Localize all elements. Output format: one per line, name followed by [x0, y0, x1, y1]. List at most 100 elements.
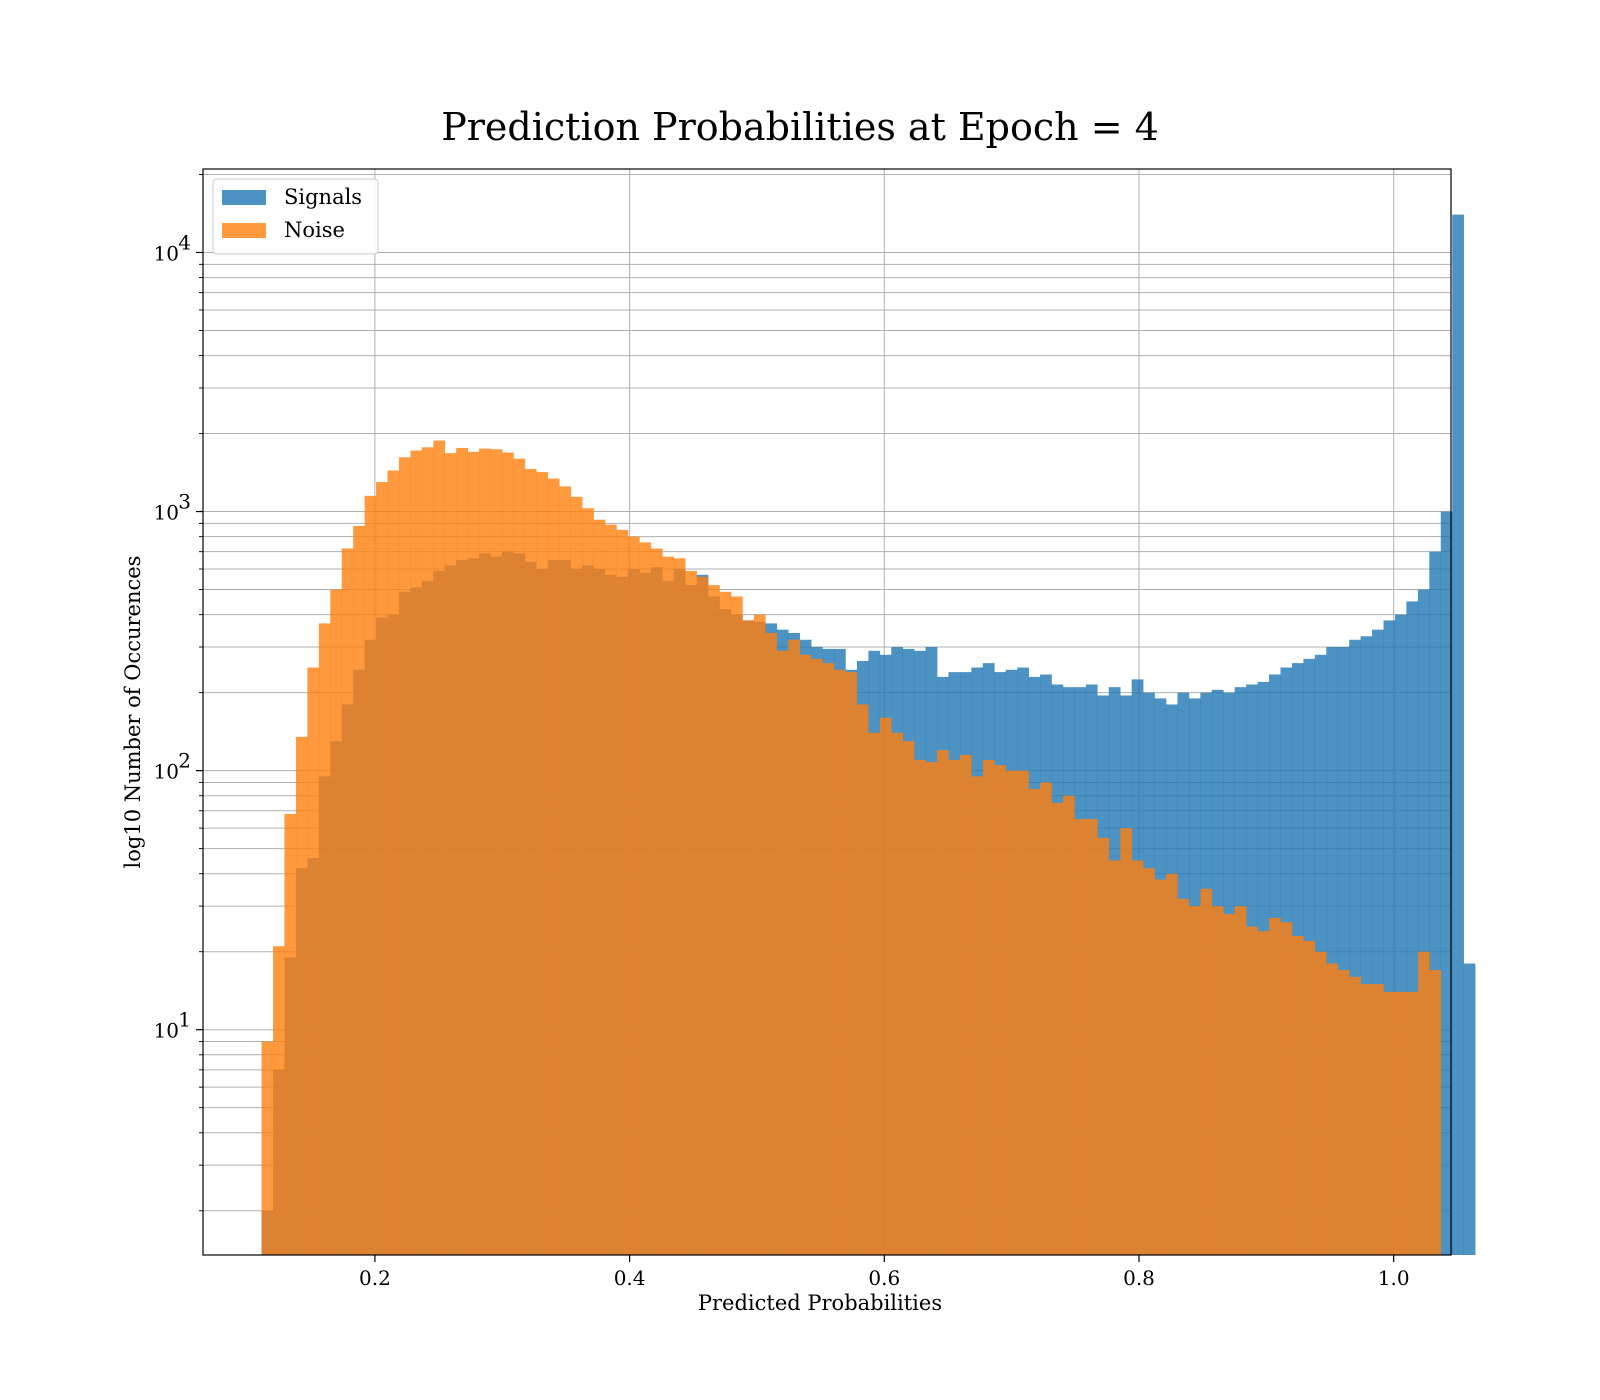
- bar-noise: [937, 750, 949, 1255]
- chart-title: Prediction Probabilities at Epoch = 4: [441, 105, 1159, 149]
- bar-noise: [799, 654, 812, 1255]
- bar-noise: [1017, 770, 1029, 1255]
- bar-noise: [341, 548, 354, 1255]
- bar-noise: [971, 776, 984, 1255]
- bar-noise: [284, 814, 297, 1255]
- bar-noise: [1429, 969, 1442, 1255]
- bar-noise: [1040, 782, 1052, 1255]
- bar-noise: [639, 542, 652, 1255]
- bar-signals: [1452, 214, 1464, 1255]
- bar-signals: [1429, 551, 1442, 1255]
- x-tick-label: 0.8: [1123, 1266, 1155, 1290]
- plot-frame: [202, 168, 1452, 1256]
- bar-signals: [1394, 614, 1407, 1255]
- x-axis-ticks: 0.2 0.4 0.6 0.8 1.0: [359, 1255, 1410, 1290]
- bar-noise: [1108, 860, 1121, 1255]
- bar-noise: [662, 556, 675, 1255]
- y-tick-exponent: 2: [178, 749, 191, 773]
- bar-noise: [1406, 991, 1419, 1255]
- bar-noise: [456, 447, 468, 1256]
- bar-noise: [685, 570, 697, 1255]
- bar-noise: [1372, 984, 1384, 1255]
- bar-noise: [513, 458, 526, 1255]
- bar-noise: [891, 732, 903, 1255]
- x-axis-label: Predicted Probabilities: [698, 1291, 942, 1315]
- bar-noise: [364, 495, 377, 1255]
- bar-noise: [616, 529, 629, 1255]
- y-tick-label: 10: [154, 241, 179, 265]
- x-tick-label: 0.4: [614, 1266, 646, 1290]
- bar-noise: [1337, 969, 1350, 1255]
- bar-noise: [1166, 873, 1178, 1255]
- bar-noise: [708, 585, 720, 1255]
- bar-noise: [536, 472, 549, 1255]
- bar-noise: [696, 576, 709, 1255]
- bar-noise: [1360, 984, 1373, 1255]
- bar-noise: [353, 525, 365, 1255]
- bar-noise: [398, 457, 411, 1255]
- bar-noise: [318, 623, 331, 1255]
- bar-noise: [1383, 991, 1396, 1255]
- bar-signals: [1440, 511, 1453, 1256]
- bar-noise: [982, 759, 995, 1255]
- bar-noise: [273, 946, 285, 1255]
- bar-noise: [856, 704, 869, 1255]
- bar-noise: [261, 1041, 274, 1255]
- bar-noise: [1234, 906, 1247, 1255]
- bar-noise: [410, 450, 423, 1255]
- bar-signals: [1383, 620, 1396, 1255]
- bar-noise: [524, 468, 537, 1256]
- bar-noise: [1051, 802, 1064, 1255]
- bar-noise: [1131, 860, 1144, 1255]
- bar-signals: [1463, 963, 1476, 1255]
- bar-noise: [1211, 906, 1224, 1255]
- legend: Signals Noise: [212, 178, 379, 255]
- y-tick-label: 10: [154, 760, 179, 784]
- bar-noise: [719, 591, 732, 1255]
- bar-noise: [501, 452, 514, 1256]
- bar-noise: [868, 732, 881, 1255]
- bar-noise: [834, 669, 846, 1255]
- y-axis-label: log10 Number of Occurences: [121, 556, 145, 869]
- bar-signals: [1337, 647, 1350, 1255]
- bar-noise: [914, 759, 926, 1255]
- series-noise-bars: [261, 440, 1442, 1256]
- bar-noise: [444, 453, 457, 1256]
- bar-noise: [307, 667, 320, 1255]
- bar-noise: [593, 519, 606, 1255]
- bar-signals: [1417, 589, 1430, 1255]
- bar-noise: [295, 736, 308, 1255]
- bar-noise: [1085, 819, 1098, 1255]
- bar-signals: [1360, 636, 1373, 1255]
- bar-noise: [1028, 788, 1041, 1255]
- bar-noise: [479, 448, 491, 1256]
- bar-noise: [1223, 913, 1236, 1255]
- bar-noise: [1143, 868, 1155, 1255]
- bar-noise: [421, 447, 434, 1256]
- bar-noise: [822, 663, 835, 1255]
- bar-noise: [902, 741, 915, 1255]
- x-tick-label: 0.6: [868, 1266, 900, 1290]
- bar-noise: [948, 759, 961, 1255]
- bar-noise: [330, 589, 343, 1255]
- legend-label-signals: Signals: [284, 185, 362, 209]
- bar-noise: [765, 632, 778, 1255]
- bar-noise: [1062, 795, 1075, 1255]
- bar-noise: [788, 639, 800, 1255]
- bar-signals: [1349, 639, 1361, 1255]
- bar-noise: [1314, 951, 1327, 1255]
- x-tick-label: 0.2: [359, 1266, 391, 1290]
- bar-noise: [1154, 879, 1167, 1255]
- bar-noise: [1200, 888, 1213, 1255]
- bar-noise: [1280, 922, 1293, 1255]
- bar-signals: [1406, 601, 1419, 1255]
- bar-noise: [742, 620, 755, 1255]
- bar-noise: [925, 761, 938, 1255]
- bar-noise: [547, 478, 560, 1255]
- bar-noise: [753, 614, 766, 1255]
- bar-noise: [1257, 931, 1270, 1255]
- bar-noise: [845, 672, 858, 1255]
- bar-noise: [1417, 951, 1430, 1255]
